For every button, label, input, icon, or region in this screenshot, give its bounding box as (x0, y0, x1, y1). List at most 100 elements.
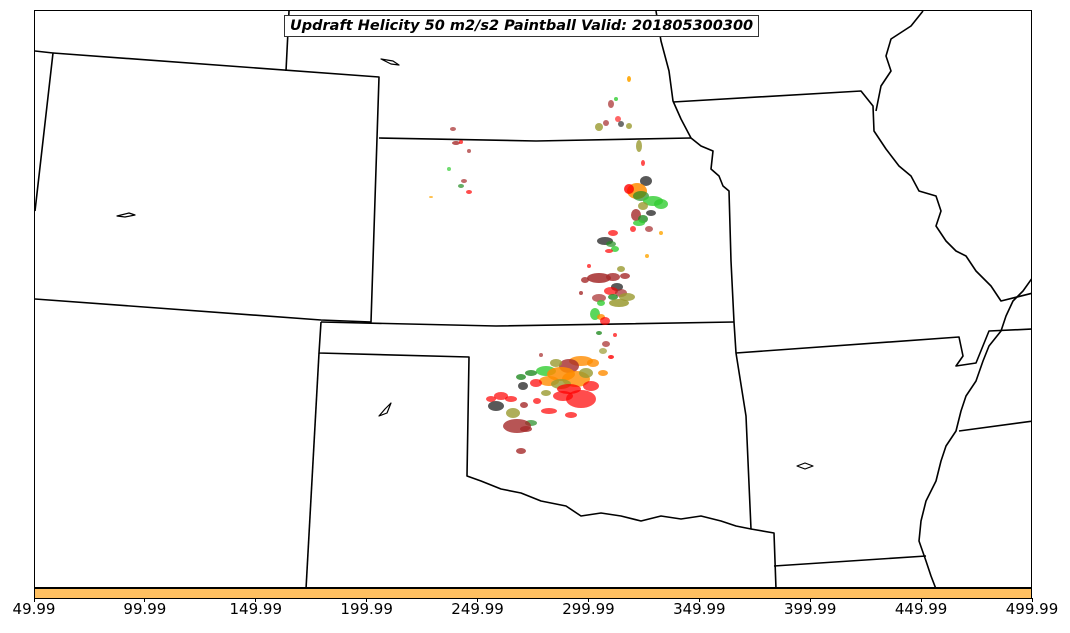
paintball-blob (539, 353, 543, 357)
paintball-blob (553, 391, 573, 401)
paintball-blob (604, 287, 618, 295)
paintball-blob (566, 390, 596, 408)
colorbar-tick-mark (920, 598, 922, 602)
paintball-blob (606, 241, 616, 247)
paintball-blob (565, 412, 577, 418)
paintball-blob (597, 300, 605, 306)
paintball-blob (518, 382, 528, 390)
paintball-blob (541, 408, 557, 414)
paintball-blob (627, 76, 631, 82)
paintball-blob (624, 184, 634, 194)
paintball-blob (579, 368, 593, 378)
colorbar-tick-mark (255, 598, 257, 602)
colorbar-tick-label: 449.99 (894, 600, 948, 618)
colorbar-tick-label: 49.99 (12, 600, 56, 618)
paintball-blob (615, 116, 621, 122)
paintball-blob (530, 379, 542, 387)
paintball-blob (633, 220, 645, 226)
paintball-blob (645, 226, 653, 232)
paintball-blob (494, 392, 508, 400)
paintball-blob (459, 140, 463, 144)
colorbar-tick-label: 399.99 (783, 600, 837, 618)
colorbar-tick-mark (366, 598, 368, 602)
paintball-blob (654, 199, 668, 209)
paintball-blob (596, 331, 602, 335)
paintball-blob (618, 121, 624, 127)
paintball-blob (541, 390, 551, 396)
colorbar-tick-label: 99.99 (123, 600, 167, 618)
paintball-blob (638, 202, 648, 210)
paintball-blob (525, 370, 537, 376)
paintball-blob (466, 190, 472, 194)
paintball-blob (458, 184, 464, 188)
paintball-blob (583, 381, 599, 391)
paintball-blob (579, 291, 583, 295)
paintball-blob (608, 355, 614, 359)
new-mexico-texas-border (305, 352, 320, 587)
lake-outline (796, 462, 814, 470)
map-title: Updraft Helicity 50 m2/s2 Paintball Vali… (284, 15, 760, 37)
colorbar-tick-label: 349.99 (673, 600, 726, 618)
paintball-blob (608, 230, 618, 236)
paintball-blob (617, 266, 625, 272)
paintball-blob (598, 370, 608, 376)
paintball-blob (516, 448, 526, 454)
paintball-blob (606, 273, 620, 281)
paintball-blob (520, 402, 528, 408)
paintball-blobs (429, 76, 668, 454)
paintball-blob (587, 273, 611, 283)
paintball-blob (605, 249, 613, 253)
paintball-blob (626, 123, 632, 129)
paintball-blob (452, 141, 460, 145)
paintball-blob (600, 317, 610, 325)
paintball-blob (488, 401, 504, 411)
colorbar-tick-mark (809, 598, 811, 602)
paintball-blob (611, 246, 619, 252)
paintball-blob (620, 273, 630, 279)
paintball-blob (506, 408, 520, 418)
colorbar-tick-label: 199.99 (340, 600, 393, 618)
tennessee-border (958, 420, 1031, 432)
paintball-blob (645, 254, 649, 258)
colorbar-tick-label: 149.99 (229, 600, 283, 618)
paintball-blob (587, 359, 599, 367)
arkansas-border (735, 328, 1031, 367)
paintball-blob (614, 97, 618, 101)
paintball-blob (467, 149, 471, 153)
missouri-river (655, 11, 735, 323)
map-canvas (35, 11, 1031, 587)
paintball-blob (516, 374, 526, 380)
kansas-oklahoma-border (320, 321, 735, 327)
colorbar (34, 588, 1032, 599)
paintball-blob (599, 348, 607, 354)
paintball-blob (646, 210, 656, 216)
texas-louisiana-border (750, 528, 777, 587)
paintball-blob (429, 196, 433, 198)
colorbar-tick-label: 249.99 (451, 600, 504, 618)
paintball-blob (609, 299, 629, 307)
paintball-blob (619, 293, 635, 301)
paintball-blob (602, 341, 610, 347)
colorbar-tick-mark (33, 598, 35, 602)
nebraska-south-border (378, 137, 692, 142)
colorbar-tick-mark (144, 598, 146, 602)
paintball-blob (659, 231, 663, 235)
paintball-blob (461, 179, 467, 183)
wyoming-edge (35, 50, 54, 212)
paintball-blob (587, 264, 591, 268)
iowa-border (672, 90, 1031, 302)
paintball-blob (520, 426, 532, 432)
colorado-border (35, 52, 380, 323)
paintball-blob (505, 396, 517, 402)
colorbar-tick-mark (1031, 598, 1033, 602)
arkansas-louisiana-border (773, 555, 927, 567)
paintball-blob (450, 127, 456, 131)
oklahoma-border (318, 321, 752, 530)
paintball-blob (608, 100, 614, 108)
paintball-blob (550, 359, 562, 367)
colorbar-tick-mark (477, 598, 479, 602)
paintball-blob (603, 120, 609, 126)
paintball-blob (581, 277, 589, 283)
paintball-blob (533, 398, 541, 404)
colorbar-tick-label: 299.99 (562, 600, 615, 618)
